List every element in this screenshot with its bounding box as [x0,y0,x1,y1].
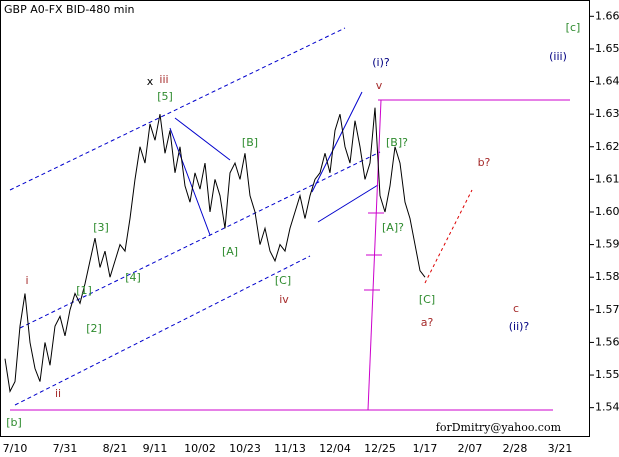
y-tick-label: 1.56 [595,335,619,348]
channel-lines [9,27,381,406]
projection-line [424,189,473,284]
x-tick-label: 8/21 [103,442,128,455]
wave-label: x [147,75,154,88]
x-tick-label: 12/04 [319,442,351,455]
x-tick-label: 12/25 [364,442,396,455]
y-tick-label: 1.59 [595,238,619,251]
wave-label: [B]? [386,136,408,149]
y-tick-label: 1.62 [595,140,619,153]
wave-label: (i)? [372,56,390,69]
y-tick-label: 1.55 [595,368,619,381]
x-tick-label: 1/17 [413,442,438,455]
wave-label: iv [279,293,289,306]
wave-label: iii [159,73,168,86]
trend-lines [169,91,379,236]
wave-label: c [513,302,519,315]
x-tick-label: 10/23 [229,442,261,455]
wave-label: i [25,274,28,287]
wave-label: b? [478,156,491,169]
watermark: forDmitry@yahoo.com [436,421,562,434]
wave-label: [b] [6,416,22,429]
wave-label: [4] [125,271,141,284]
x-tick-label: 9/11 [143,442,168,455]
wave-label: [A] [222,245,238,258]
wave-label: (iii) [549,50,567,63]
wave-label: a? [421,316,434,329]
wave-label: [3] [93,221,109,234]
wave-label: [A]? [382,221,404,234]
x-tick-label: 7/10 [3,442,28,455]
x-tick-label: 7/31 [53,442,78,455]
x-tick-label: 2/28 [503,442,528,455]
wave-label: [C] [275,274,291,287]
wave-label: (ii)? [509,320,530,333]
y-tick-label: 1.63 [595,107,619,120]
wave-label: [C] [419,293,435,306]
wave-label: [5] [157,90,173,103]
wave-label: [1] [76,284,92,297]
y-tick-label: 1.54 [595,401,619,414]
y-tick-label: 1.60 [595,205,619,218]
x-tick-label: 11/13 [274,442,306,455]
y-tick-label: 1.64 [595,75,619,88]
level-lines [10,99,570,411]
wave-label: [c] [566,21,581,34]
plot-frame [0,0,590,437]
x-tick-label: 2/07 [458,442,483,455]
y-tick-label: 1.57 [595,303,619,316]
wave-label: v [376,79,383,92]
y-tick-label: 1.66 [595,9,619,22]
y-tick-label: 1.61 [595,172,619,185]
x-tick-label: 3/21 [548,442,573,455]
y-tick-label: 1.58 [595,270,619,283]
chart-title: GBP A0-FX BID-480 min [4,3,135,16]
wave-label: [2] [86,322,102,335]
price-line [4,107,426,393]
wave-label: ii [55,387,61,400]
x-tick-label: 10/02 [184,442,216,455]
wave-label: [B] [242,136,258,149]
y-tick-label: 1.65 [595,42,619,55]
